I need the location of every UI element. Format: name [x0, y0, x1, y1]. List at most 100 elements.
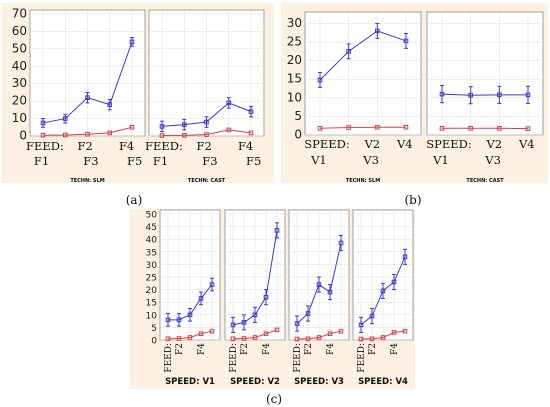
x-tick-label: V1 [310, 153, 327, 167]
panel-label: SPEED: V3 [294, 377, 344, 387]
data-point [305, 336, 311, 342]
data-point [129, 39, 135, 45]
y-tick-label: 30 [287, 16, 302, 30]
data-point [129, 124, 135, 130]
data-point [338, 328, 344, 334]
panel-2: FEED: F2 F4 SPEED: V2 [224, 209, 286, 387]
x-tick-label: FEED: [293, 343, 303, 373]
x-tick-label: F4 [326, 343, 336, 355]
data-point [230, 336, 236, 342]
data-point [391, 279, 397, 285]
x-tick-label: FEED: [357, 343, 367, 373]
panel-label: TECHN: SLM [70, 178, 104, 184]
x-tick-label: V4 [518, 137, 535, 151]
panel-label: SPEED: V4 [358, 377, 408, 387]
data-point [274, 228, 280, 233]
x-tick-label: F2 [368, 343, 378, 355]
data-point [369, 313, 375, 319]
panel-2: FEED: F2 F4 F1 F3 F5 TECHN: CAST [145, 9, 265, 184]
data-point [391, 330, 397, 335]
data-point [316, 282, 322, 287]
x-tick-label: F2 [78, 139, 93, 153]
x-tick-label: F4 [238, 139, 253, 153]
plot-area [426, 11, 544, 136]
panel-label: TECHN: CAST [466, 178, 504, 184]
series-1-line [441, 93, 528, 96]
data-point [327, 289, 333, 295]
data-point [497, 126, 502, 131]
y-tick-label: 0 [294, 128, 302, 142]
y-tick-label: 40 [12, 59, 27, 73]
x-tick-label: F2 [240, 343, 250, 355]
series-2-line [167, 330, 213, 340]
data-point [62, 132, 68, 138]
data-point [204, 119, 209, 125]
panel-2: SPEED: V2 V4 V1 V3 TECHN: CAST [426, 11, 544, 184]
series-2-line [161, 129, 252, 136]
y-tick-label: 25 [146, 274, 157, 284]
data-point [346, 125, 351, 130]
y-tick-label: 70 [12, 7, 27, 21]
x-tick-label: FEED: [26, 139, 64, 153]
data-point [327, 331, 333, 336]
panel-label: TECHN: CAST [188, 178, 226, 184]
data-point [209, 328, 215, 334]
x-tick-label: FEED: [229, 343, 239, 373]
data-point [375, 124, 380, 130]
data-point [107, 130, 113, 136]
y-tick-label: 50 [146, 211, 158, 221]
data-point [317, 77, 323, 83]
series-1-line [319, 30, 407, 81]
y-tick-label: 10 [146, 311, 158, 321]
data-point [439, 91, 445, 97]
panel-4: FEED: F2 F4 SPEED: V4 [352, 209, 414, 387]
data-point [181, 133, 187, 138]
data-point [85, 131, 90, 137]
data-point [241, 336, 247, 341]
panel-1: 0 5 10 15 20 25 30 35 40 45 50 FEED: F2 F4 SPEED: V1 [146, 209, 221, 387]
x-tick-label: F3 [202, 154, 217, 168]
data-point [40, 132, 46, 138]
data-point [181, 122, 187, 127]
x-tick-label: V4 [396, 137, 413, 151]
x-tick-label: F5 [246, 154, 261, 168]
x-tick-label: SPEED: [426, 137, 472, 151]
y-tick-label: 50 [12, 41, 27, 55]
y-tick-label: 20 [287, 53, 302, 67]
data-point [317, 126, 323, 131]
x-tick-label: FEED: [145, 139, 183, 153]
data-point [230, 322, 236, 328]
data-point [468, 92, 473, 98]
data-point [159, 133, 165, 138]
y-tick-label: 15 [146, 299, 157, 309]
x-tick-label: V3 [362, 153, 379, 167]
data-point [369, 336, 375, 342]
x-tick-label: F2 [175, 343, 185, 355]
data-point [248, 109, 254, 114]
data-point [403, 124, 409, 130]
data-point [226, 127, 232, 133]
data-point [165, 336, 171, 342]
x-tick-label: F1 [153, 154, 168, 168]
data-point [40, 120, 46, 126]
y-tick-label: 45 [146, 223, 157, 233]
data-point [226, 100, 232, 106]
x-tick-label: F2 [304, 343, 314, 355]
data-point [204, 132, 209, 137]
data-point [187, 312, 193, 318]
data-point [338, 240, 344, 246]
panel-3: FEED: F2 F4 SPEED: V3 [288, 209, 350, 387]
x-tick-label: V1 [432, 153, 449, 167]
data-point [403, 38, 409, 44]
data-point [525, 92, 531, 98]
y-tick-label: 40 [146, 236, 158, 246]
data-point [263, 331, 269, 336]
panel-1: 0 5 10 15 20 25 30 SPEED: V2 V4 V1 V3 TECHN: SLM [287, 11, 422, 184]
data-point [165, 317, 171, 323]
y-tick-label: 10 [287, 90, 302, 104]
series-2-line [319, 126, 406, 129]
y-tick-label: 10 [12, 111, 27, 125]
data-point [497, 92, 502, 98]
panel-1: 0 10 20 30 40 50 60 70 FEED: F2 F4 F1 F3 F5 TECHN: SLM [12, 7, 146, 184]
